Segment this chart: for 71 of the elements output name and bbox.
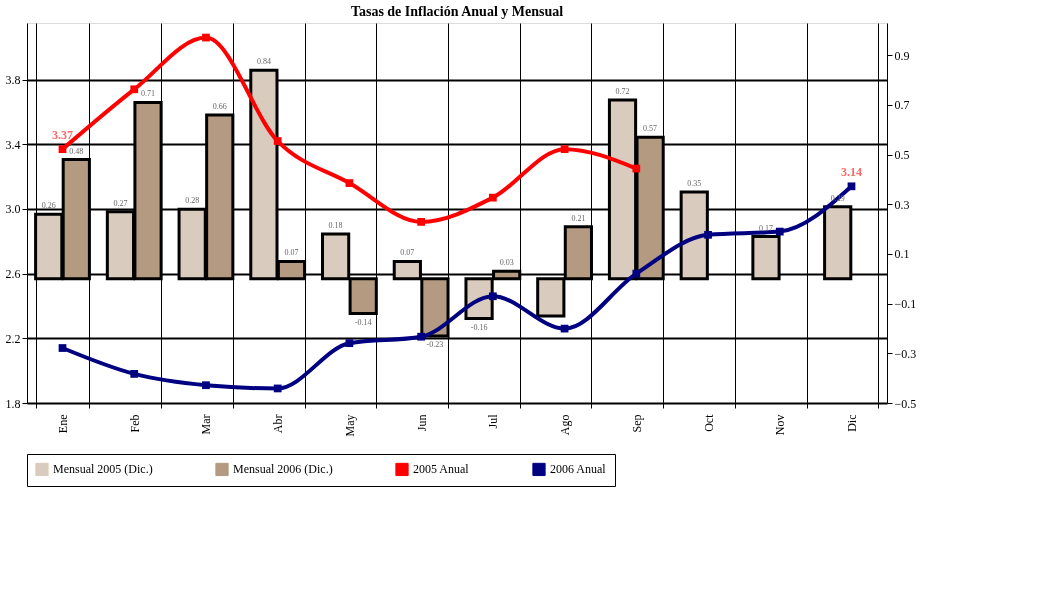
x-tick-label: Nov [773,414,788,436]
data-label: 0.35 [687,178,702,188]
data-label: 0.57 [643,124,658,134]
x-tick-label: Ene [56,414,70,434]
point [417,332,426,341]
data-label: -0.14 [354,317,372,327]
point [847,182,856,191]
point [632,164,641,173]
x-tick-label: Feb [127,414,142,433]
y2-tick-label: −0.3 [894,346,917,361]
data-label: -0.16 [470,322,488,332]
y2-tick-label: 0.1 [894,247,910,262]
point [202,33,210,42]
point [130,370,139,378]
y2-tick-label: 0.3 [894,197,910,212]
x-tick-label: Dic [845,414,859,432]
y2-tick-label: −0.1 [894,297,917,312]
data-label: 0.28 [185,196,200,206]
x-tick-label: Abr [271,414,286,434]
legend-label: 2006 Anual [550,462,607,477]
point [345,339,354,348]
point [58,344,67,352]
x-tick-label: Jun [414,414,429,432]
data-label: 0.48 [69,146,84,156]
y2-tick-label: 0.5 [894,148,910,163]
y-tick-label: 1.8 [5,396,21,411]
chart-title: Tasas de Inflación Anual y Mensual [350,4,564,19]
point [58,145,67,153]
x-tick-label: Oct [701,413,716,432]
point [632,269,641,278]
data-label: 3.37 [52,128,73,143]
data-label: 0.07 [284,248,299,258]
data-label: 0.66 [212,101,227,111]
point [273,137,282,145]
point [202,381,210,390]
data-label: 0.71 [141,89,156,99]
y-tick-label: 3.4 [5,137,21,152]
point [417,218,426,226]
y2-tick-label: 0.9 [894,48,910,63]
y-tick-label: 3.0 [5,202,21,217]
data-label: 0.72 [615,86,630,96]
data-label: 0.27 [113,198,128,208]
legend-label: Mensual 2005 (Dic.) [53,462,153,477]
legend-label: Mensual 2006 (Dic.) [233,462,333,477]
point [704,230,712,239]
data-label: 0.84 [256,57,271,67]
data-label: 0.26 [41,201,56,211]
point [273,384,282,393]
data-label: 0.21 [571,213,586,223]
legend-label: 2005 Anual [413,462,470,477]
x-tick-label: Sep [629,414,644,433]
y-tick-label: 3.8 [5,73,21,88]
x-tick-label: May [342,414,357,437]
x-tick-label: Jul [486,413,501,429]
y-tick-label: 2.2 [5,331,21,346]
data-label: 0.18 [328,221,343,231]
data-label: 3.14 [841,165,862,180]
point [488,292,497,301]
data-label: 0.07 [400,248,415,258]
y2-tick-label: 0.7 [894,98,910,113]
x-tick-label: Ago [558,414,573,436]
point [775,227,784,236]
y-tick-label: 2.6 [5,267,21,282]
data-label: -0.23 [426,339,444,349]
point [560,145,569,153]
point [345,179,354,187]
y2-tick-label: −0.5 [894,396,917,411]
point [488,193,497,202]
point [130,85,139,94]
data-label: 0.03 [499,258,514,268]
x-tick-label: Mar [199,414,214,435]
